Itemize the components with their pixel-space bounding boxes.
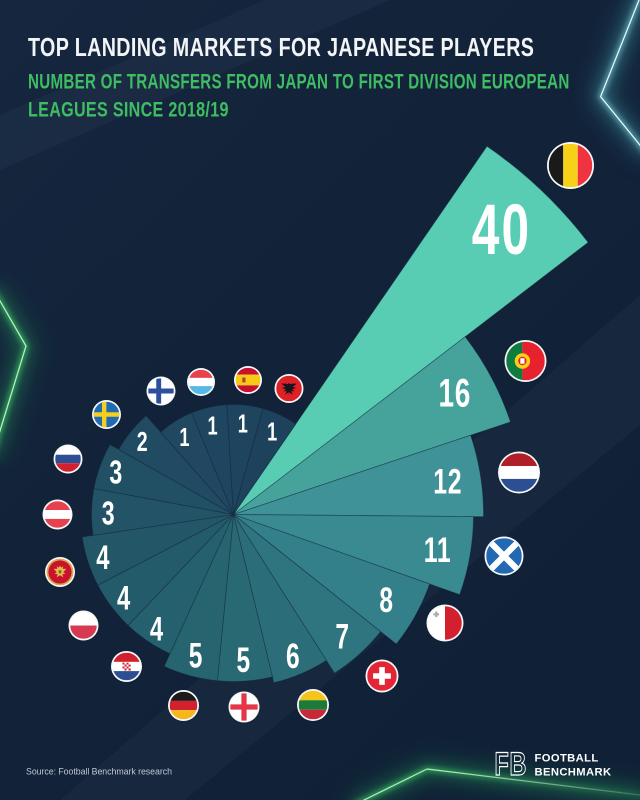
svg-text:16: 16: [439, 372, 472, 416]
svg-text:3: 3: [102, 495, 116, 532]
svg-text:12: 12: [433, 462, 462, 501]
svg-text:FOOTBALL: FOOTBALL: [535, 753, 599, 765]
svg-text:40: 40: [472, 190, 531, 269]
svg-text:11: 11: [424, 531, 452, 570]
svg-text:7: 7: [335, 618, 349, 656]
svg-text:TOP LANDING MARKETS FOR JAPANE: TOP LANDING MARKETS FOR JAPANESE PLAYERS: [28, 32, 534, 61]
svg-text:BENCHMARK: BENCHMARK: [535, 767, 612, 779]
svg-text:1: 1: [179, 423, 190, 452]
svg-text:5: 5: [189, 637, 203, 675]
svg-text:1: 1: [207, 411, 218, 440]
svg-text:3: 3: [109, 455, 123, 492]
svg-text:4: 4: [117, 579, 131, 617]
svg-text:NUMBER OF TRANSFERS FROM JAPAN: NUMBER OF TRANSFERS FROM JAPAN TO FIRST …: [28, 69, 570, 93]
svg-text:2: 2: [137, 427, 149, 458]
svg-text:8: 8: [379, 582, 393, 620]
svg-text:LEAGUES SINCE 2018/19: LEAGUES SINCE 2018/19: [28, 98, 229, 122]
svg-text:Source: Football Benchmark res: Source: Football Benchmark research: [26, 767, 172, 777]
svg-text:FB: FB: [495, 745, 528, 782]
svg-text:1: 1: [238, 409, 249, 438]
svg-text:5: 5: [236, 642, 250, 680]
svg-text:1: 1: [267, 417, 278, 446]
svg-text:6: 6: [286, 638, 300, 676]
svg-text:4: 4: [150, 610, 164, 648]
svg-text:4: 4: [96, 539, 110, 577]
